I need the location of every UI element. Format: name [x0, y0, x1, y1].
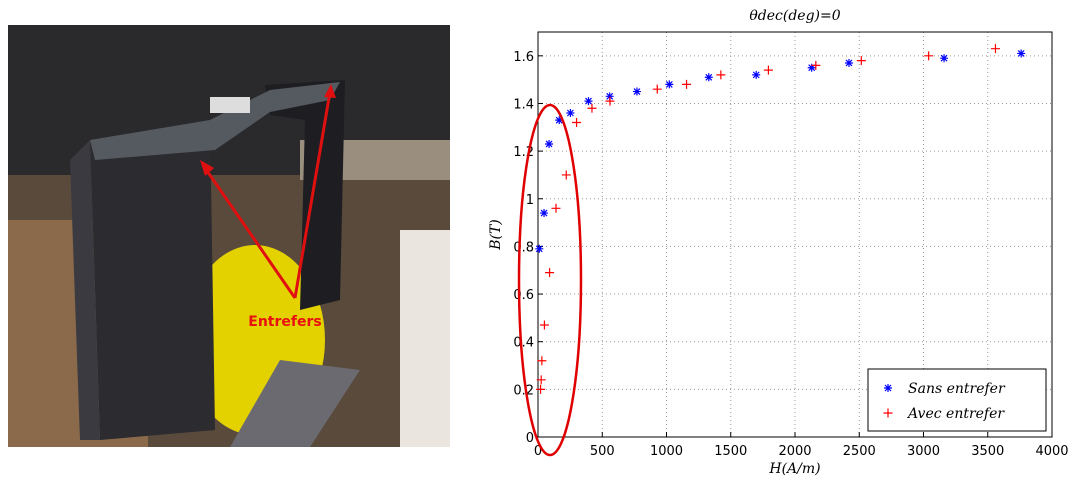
y-tick-label: 0.2 [513, 383, 534, 398]
data-point [990, 44, 1000, 54]
x-tick-label: 0 [534, 444, 542, 459]
data-point [540, 209, 549, 218]
legend-marker [884, 384, 892, 392]
photo-sticker [210, 97, 250, 113]
data-point [924, 51, 934, 61]
data-point [752, 70, 761, 79]
photo: Entrefers [8, 25, 450, 447]
chart-title: θdec(deg)=0 [749, 8, 840, 24]
y-tick-label: 0.6 [513, 288, 534, 303]
data-point [605, 96, 615, 106]
data-point [844, 58, 853, 67]
x-tick-label: 2500 [843, 444, 876, 459]
data-point [535, 244, 544, 253]
legend-box [867, 368, 1047, 432]
data-point [665, 80, 674, 89]
data-point [537, 356, 547, 366]
data-point [545, 268, 555, 278]
data-point [539, 320, 549, 330]
data-point [632, 87, 641, 96]
photo-core-top [90, 82, 340, 160]
highlight-ellipse [517, 103, 583, 457]
x-tick-label: 4000 [1035, 444, 1068, 459]
data-point [716, 70, 726, 80]
x-tick-label: 500 [590, 444, 615, 459]
data-point [561, 170, 571, 180]
data-point [856, 56, 866, 66]
data-point [652, 84, 662, 94]
photo-core-side [70, 140, 100, 440]
photo-arrowhead [324, 84, 336, 98]
y-tick-label: 1.6 [513, 50, 534, 65]
y-tick-label: 0.8 [513, 240, 534, 255]
y-tick-label: 1 [526, 193, 534, 208]
chart: 0 500 1000 1500 2000 2500 3000 3500 4000 0 0.2 0.4 0… [488, 8, 1069, 477]
data-point [940, 54, 949, 63]
data-point [682, 79, 692, 89]
x-tick-label: 3500 [971, 444, 1004, 459]
data-point [807, 63, 816, 72]
data-point [811, 60, 821, 70]
data-point [566, 109, 575, 117]
x-tick-label: 2000 [778, 444, 811, 459]
data-point [572, 118, 582, 128]
y-tick-label: 1.4 [513, 97, 534, 112]
x-tick-label: 3000 [907, 444, 940, 459]
data-point [536, 384, 546, 394]
photo-bottle [400, 230, 450, 447]
x-tick-label: 1500 [714, 444, 747, 459]
data-point [1017, 49, 1026, 58]
photo-core-front [90, 120, 215, 440]
data-point [555, 116, 564, 125]
legend-label: Sans entrefer [908, 381, 1006, 397]
data-point [704, 73, 713, 82]
legend-label: Avec entrefer [906, 406, 1005, 422]
y-axis-label: B(T) [488, 219, 504, 251]
data-point [605, 92, 614, 101]
y-tick-label: 0 [526, 431, 534, 446]
x-tick-label: 1000 [650, 444, 683, 459]
y-tick-label: 0.4 [513, 336, 534, 351]
x-axis-label: H(A/m) [768, 461, 820, 477]
data-point [587, 103, 597, 113]
data-point [584, 97, 593, 106]
photo-foam [230, 360, 360, 447]
plot-frame [537, 31, 1053, 438]
photo-arrowhead [200, 160, 214, 176]
photo-label: Entrefers [248, 314, 321, 330]
legend-marker [883, 408, 893, 418]
data-point [536, 375, 546, 385]
photo-core-back [265, 80, 345, 310]
data-point [763, 65, 773, 75]
photo-arrow [293, 91, 332, 299]
data-point [551, 203, 561, 213]
data-point [545, 139, 554, 148]
photo-arrow [203, 167, 297, 299]
